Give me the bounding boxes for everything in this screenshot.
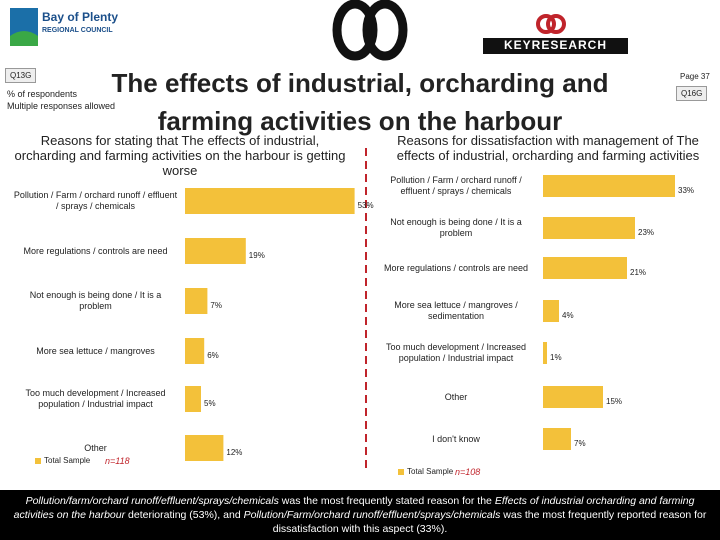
- slide-title: The effects of industrial, orcharding an…: [111, 68, 609, 136]
- category-label: Too much development / Increased populat…: [385, 342, 527, 363]
- footer-italic: Pollution/farm/orchard runoff/effluent/s…: [25, 495, 279, 507]
- category-label: Pollution / Farm / orchard runoff / effl…: [390, 175, 522, 196]
- footer-span: deteriorating (53%), and: [125, 509, 244, 521]
- bar: [185, 288, 208, 314]
- logo-wave: [10, 31, 38, 46]
- value-label: 15%: [606, 397, 623, 406]
- bar: [543, 175, 675, 197]
- category-label: Other: [84, 442, 107, 453]
- value-label: 5%: [204, 399, 216, 408]
- bar: [185, 188, 355, 214]
- value-label: 53%: [357, 201, 374, 210]
- note: % of respondents: [7, 89, 78, 99]
- category-label: I don't know: [432, 433, 480, 444]
- value-label: 33%: [678, 186, 695, 195]
- value-label: 6%: [207, 351, 219, 360]
- keyresearch-text: KEYRESEARCH: [503, 38, 607, 52]
- category-label: Pollution / Farm / orchard runoff / effl…: [13, 190, 178, 211]
- footer-span: was the most frequently stated reason fo…: [278, 495, 495, 507]
- footer-text: Pollution/farm/orchard runoff/effluent/s…: [4, 494, 716, 536]
- legend-swatch: [35, 458, 41, 464]
- category-label: More regulations / controls are need: [383, 262, 529, 273]
- bar: [185, 338, 205, 364]
- footer-italic: Pollution/Farm/orchard runoff/effluent/s…: [243, 509, 501, 521]
- legend-swatch: [398, 469, 404, 475]
- bar: [185, 435, 224, 461]
- logo-text: Bay of Plenty: [42, 10, 119, 24]
- bar: [543, 300, 559, 322]
- footer-band: [0, 490, 720, 540]
- keyresearch-logo: [536, 14, 566, 34]
- note: Multiple responses allowed: [7, 101, 116, 111]
- chart-title: Reasons for dissatisfaction with managem…: [396, 133, 700, 163]
- category-label: More regulations / controls are need: [23, 245, 168, 256]
- category-label: Too much development / Increased populat…: [25, 388, 166, 409]
- category-label: Not enough is being done / It is a probl…: [29, 290, 162, 311]
- bar: [543, 217, 635, 239]
- bar: [543, 342, 547, 364]
- value-label: 7%: [574, 439, 586, 448]
- question-code: Q13G: [5, 68, 37, 83]
- keyresearch-band: [483, 38, 628, 54]
- bar: [543, 386, 603, 408]
- value-label: 21%: [630, 268, 647, 277]
- category-label: Not enough is being done / It is a probl…: [390, 217, 522, 238]
- bar: [185, 386, 201, 412]
- footer-italic: Effects of industrial orcharding and far…: [13, 495, 695, 521]
- bar: [543, 257, 627, 279]
- value-label: 7%: [210, 301, 222, 310]
- footer-span: was the most frequently reported reason …: [272, 509, 707, 535]
- center-logo: [332, 0, 408, 61]
- bar: [185, 238, 246, 264]
- sample-size: n=108: [455, 467, 481, 477]
- value-label: 23%: [638, 228, 655, 237]
- chart-title: Reasons for stating that The effects of …: [14, 133, 346, 178]
- legend-label: Total Sample: [44, 456, 91, 465]
- sample-size: n=118: [105, 456, 130, 466]
- category-label: Other: [444, 391, 468, 402]
- value-label: 12%: [226, 448, 243, 457]
- value-label: 4%: [562, 311, 574, 320]
- value-label: 19%: [248, 251, 265, 260]
- value-label: 1%: [550, 353, 562, 362]
- bar: [543, 428, 571, 450]
- page-number: Page 37: [680, 72, 710, 81]
- legend-label: Total Sample: [407, 467, 454, 476]
- logo-subtext: REGIONAL COUNCIL: [42, 27, 113, 34]
- question-code: Q16G: [676, 86, 708, 101]
- category-label: More sea lettuce / mangroves / sedimenta…: [394, 300, 518, 321]
- category-label: More sea lettuce / mangroves: [36, 345, 155, 356]
